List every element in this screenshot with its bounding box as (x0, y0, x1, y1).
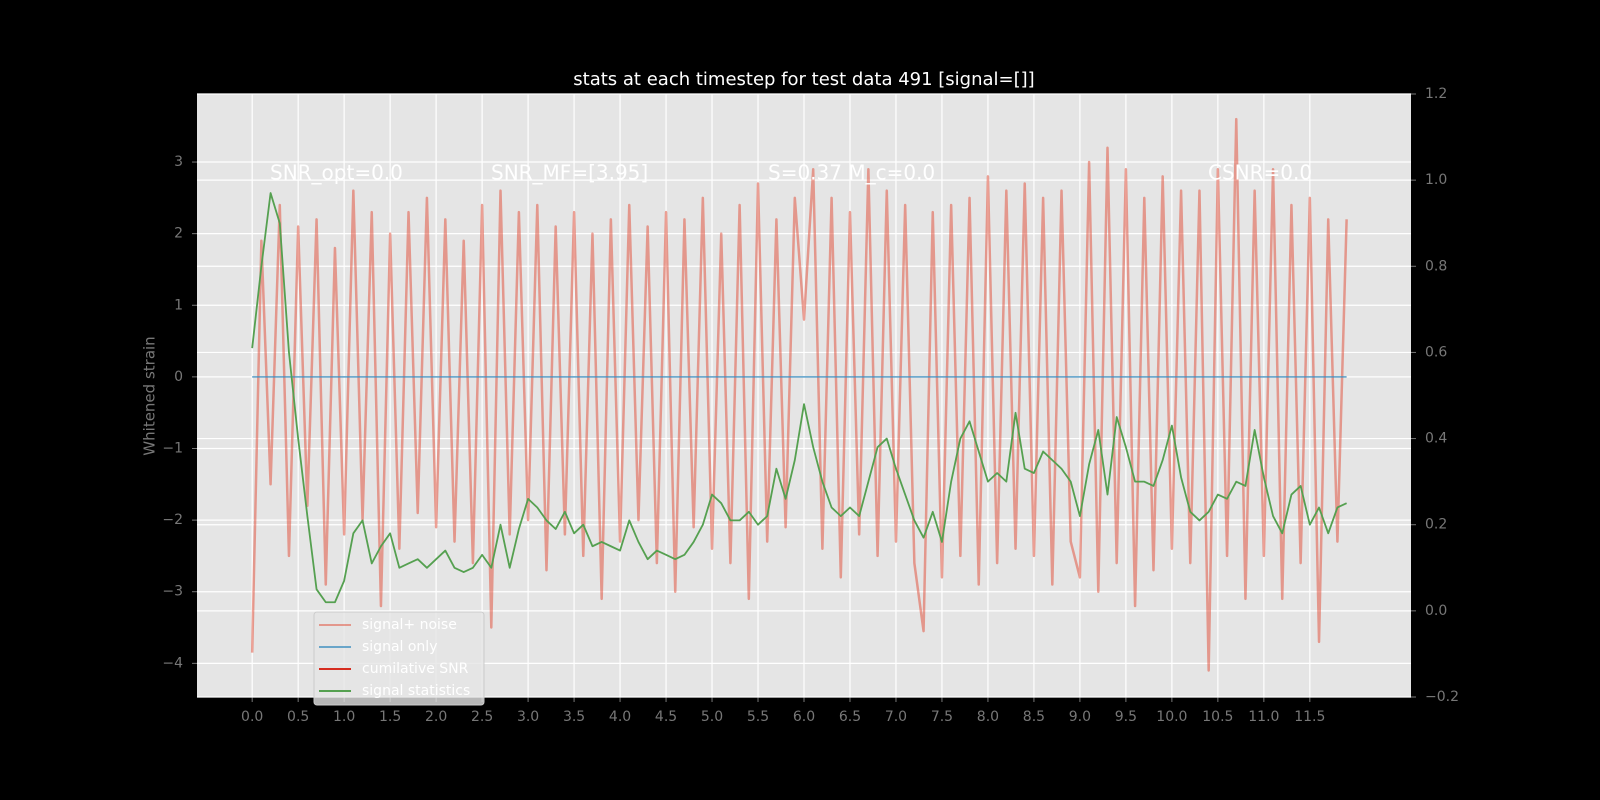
x-tick-label: 9.0 (1069, 709, 1091, 725)
y2-tick-label: 1.0 (1425, 172, 1447, 188)
x-tick-label: 5.5 (747, 709, 769, 725)
y2-tick-label: 0.4 (1425, 431, 1447, 447)
y2-tick-label: 1.2 (1425, 86, 1447, 102)
legend-label: signal only (362, 639, 437, 655)
x-tick-label: 1.0 (333, 709, 355, 725)
y-tick-label: 0 (174, 369, 183, 385)
y-tick-label: 2 (174, 226, 183, 242)
x-tick-label: 4.5 (655, 709, 677, 725)
x-tick-label: 10.0 (1156, 709, 1187, 725)
y-tick-label: −1 (162, 440, 183, 456)
annotation: SNR_opt=0.0 (270, 161, 403, 185)
y-tick-label: −4 (162, 655, 183, 671)
legend-label: signal+ noise (362, 617, 457, 633)
x-tick-label: 5.0 (701, 709, 723, 725)
x-tick-label: 3.5 (563, 709, 585, 725)
x-tick-label: 10.5 (1202, 709, 1233, 725)
x-tick-label: 8.5 (1023, 709, 1045, 725)
x-tick-label: 3.0 (517, 709, 539, 725)
legend-label: signal statistics (362, 683, 470, 699)
y-axis-label: Whitened strain (141, 336, 159, 455)
annotation: CSNR=0.0 (1208, 161, 1312, 185)
x-tick-label: 6.0 (793, 709, 815, 725)
x-tick-label: 11.0 (1248, 709, 1279, 725)
x-tick-label: 11.5 (1294, 709, 1325, 725)
legend: signal+ noise signal only cumilative SNR si… (313, 611, 485, 706)
x-tick-label: 6.5 (839, 709, 861, 725)
y2-tick-label: −0.2 (1425, 689, 1459, 705)
x-tick-label: 7.0 (885, 709, 907, 725)
y-tick-label: −2 (162, 512, 183, 528)
series-line (250, 117, 1348, 672)
x-tick-label: 2.0 (425, 709, 447, 725)
x-tick-label: 8.0 (977, 709, 999, 725)
chart-title: stats at each timestep for test data 491… (573, 69, 1034, 90)
x-tick-label: 4.0 (609, 709, 631, 725)
x-tick-label: 2.5 (471, 709, 493, 725)
x-tick-label: 0.0 (241, 709, 263, 725)
legend-label: cumilative SNR (362, 661, 469, 677)
series-line (251, 192, 1348, 604)
x-tick-label: 7.5 (931, 709, 953, 725)
y2-tick-label: 0.0 (1425, 603, 1447, 619)
x-tick-label: 1.5 (379, 709, 401, 725)
x-tick-label: 0.5 (287, 709, 309, 725)
y2-tick-label: 0.2 (1425, 517, 1447, 533)
legend-box (313, 611, 485, 706)
y2-tick-label: 0.8 (1425, 258, 1447, 274)
y2-tick-label: 0.6 (1425, 344, 1447, 360)
x-tick-label: 9.5 (1115, 709, 1137, 725)
y-tick-label: −3 (162, 584, 183, 600)
annotation: S=0.37 M_c=0.0 (768, 161, 935, 185)
y-tick-label: 3 (174, 154, 183, 170)
annotation: SNR_MF=[3.95] (491, 161, 648, 185)
y-tick-label: 1 (174, 297, 183, 313)
